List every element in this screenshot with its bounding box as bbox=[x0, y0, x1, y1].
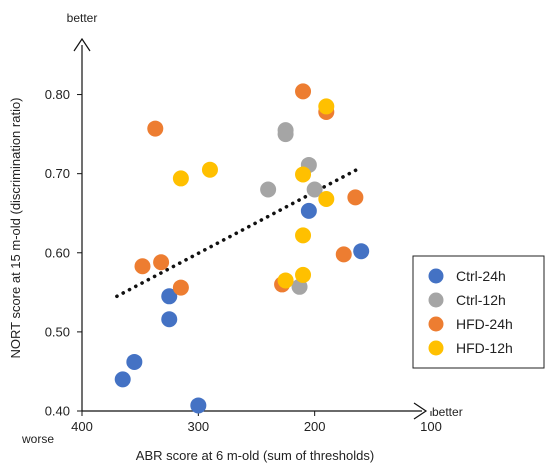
data-point bbox=[260, 181, 277, 198]
y-axis-title: NORT score at 15 m-old (discrimination r… bbox=[8, 97, 23, 358]
data-point bbox=[277, 272, 294, 289]
data-point bbox=[306, 181, 323, 198]
data-point bbox=[172, 279, 189, 296]
data-point bbox=[295, 166, 312, 183]
data-point bbox=[295, 83, 312, 100]
data-point bbox=[172, 170, 189, 187]
data-point bbox=[347, 189, 364, 206]
y-tick-label: 0.50 bbox=[45, 324, 70, 339]
data-point bbox=[295, 266, 312, 283]
x-tick-label: 100 bbox=[420, 419, 442, 434]
data-point bbox=[300, 202, 317, 219]
y-tick-label: 0.80 bbox=[45, 87, 70, 102]
legend-marker bbox=[428, 292, 444, 308]
data-point bbox=[153, 254, 170, 271]
data-point bbox=[277, 126, 294, 143]
y-axis-arrow-icon bbox=[73, 37, 91, 52]
series-hfd-24h bbox=[134, 83, 364, 296]
trendline bbox=[115, 165, 364, 299]
data-point bbox=[147, 120, 164, 137]
legend: Ctrl-24h Ctrl-12h HFD-24h HFD-12h bbox=[412, 255, 545, 369]
legend-marker bbox=[428, 316, 444, 332]
axes bbox=[73, 37, 428, 420]
x-tick-label: 400 bbox=[71, 419, 93, 434]
x-ticks: 400 300 200 100 bbox=[71, 411, 442, 434]
data-point bbox=[161, 288, 178, 305]
data-point bbox=[295, 227, 312, 244]
trendline-dotted bbox=[115, 165, 364, 299]
data-point bbox=[161, 311, 178, 328]
y-tick-label: 0.40 bbox=[45, 404, 70, 419]
x-axis-arrow-icon bbox=[413, 402, 428, 420]
x-better-label: better bbox=[432, 405, 463, 419]
x-axis-title: ABR score at 6 m-old (sum of thresholds) bbox=[136, 448, 374, 463]
y-better-label: better bbox=[67, 11, 98, 25]
data-point bbox=[134, 258, 151, 275]
legend-marker bbox=[428, 268, 444, 284]
x-tick-label: 200 bbox=[304, 419, 326, 434]
y-tick-label: 0.70 bbox=[45, 166, 70, 181]
data-point bbox=[318, 98, 335, 115]
series-ctrl-12h bbox=[260, 122, 323, 295]
data-point bbox=[318, 190, 335, 207]
legend-label: Ctrl-12h bbox=[456, 292, 506, 308]
y-ticks: 0.40 0.50 0.60 0.70 0.80 bbox=[45, 87, 82, 419]
data-point bbox=[335, 246, 352, 263]
worse-label: worse bbox=[21, 432, 54, 446]
data-points bbox=[114, 83, 370, 414]
series-ctrl-24h bbox=[114, 202, 370, 414]
legend-label: Ctrl-24h bbox=[456, 268, 506, 284]
x-tick-label: 300 bbox=[187, 419, 209, 434]
data-point bbox=[126, 353, 143, 370]
legend-marker bbox=[428, 340, 444, 356]
data-point bbox=[114, 371, 131, 388]
data-point bbox=[190, 397, 207, 414]
series-hfd-12h bbox=[172, 98, 335, 289]
data-point bbox=[353, 243, 370, 260]
y-tick-label: 0.60 bbox=[45, 245, 70, 260]
legend-label: HFD-24h bbox=[456, 316, 513, 332]
legend-label: HFD-12h bbox=[456, 340, 513, 356]
data-point bbox=[201, 161, 218, 178]
